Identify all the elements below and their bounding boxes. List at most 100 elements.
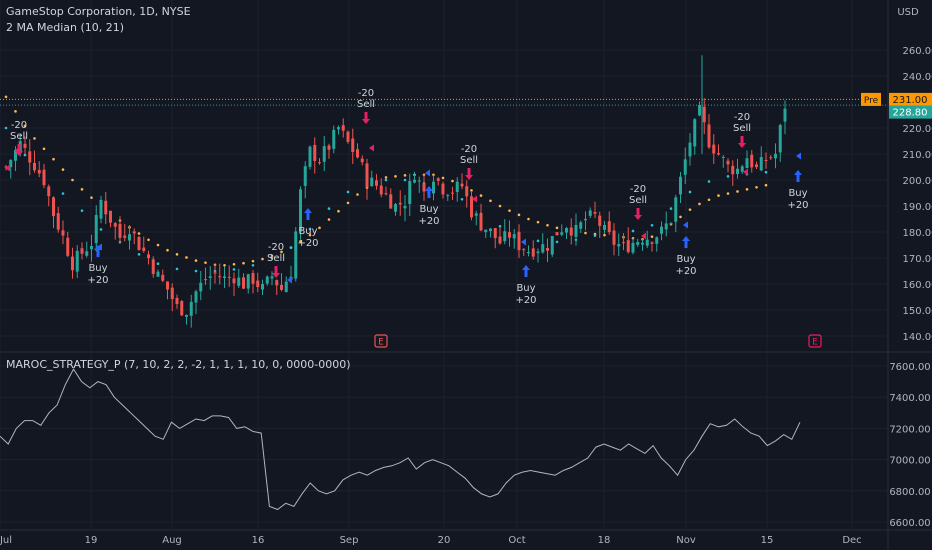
buy-arrow <box>794 170 802 182</box>
ma-dot <box>745 188 749 191</box>
signal-label: +20 <box>515 295 536 306</box>
ma-dot <box>327 218 331 221</box>
candle-body <box>441 183 445 195</box>
ma-dot <box>71 178 74 182</box>
candle-body <box>403 205 407 209</box>
signal-marker <box>5 164 10 172</box>
ma-dot <box>584 231 587 235</box>
x-tick-label: Jul <box>0 535 12 546</box>
signal-label: Sell <box>10 131 28 142</box>
candle-body <box>132 231 136 234</box>
ma-dot <box>14 110 17 113</box>
candle-body <box>702 106 706 123</box>
ma-dot <box>23 124 27 128</box>
axes: 140.00 150.00 160.00 170.00 180.00 190.00 200.… <box>0 7 932 546</box>
ma-dot <box>52 157 55 161</box>
candle-body <box>223 276 226 278</box>
candle-body <box>246 274 250 289</box>
candle-body <box>208 276 212 278</box>
candle-body <box>503 231 507 242</box>
strategy-line <box>0 368 801 511</box>
candle-body <box>104 200 108 215</box>
candle-body <box>398 202 402 205</box>
ma-dot <box>242 261 245 265</box>
ma-dot <box>194 269 198 273</box>
candle-body <box>37 169 41 174</box>
ma-dot <box>698 202 701 206</box>
candle-body <box>512 234 516 239</box>
buy-arrow <box>304 208 312 220</box>
candle-body <box>42 169 46 186</box>
ma-dot <box>147 238 150 242</box>
x-tick-label: 16 <box>252 535 265 546</box>
candle-body <box>85 251 89 256</box>
sell-arrow <box>634 208 642 220</box>
earnings-label: E <box>812 338 818 348</box>
x-tick-label: 15 <box>761 535 774 546</box>
candle-body <box>546 248 549 251</box>
candle-body <box>660 226 663 234</box>
signal-marker <box>641 232 646 240</box>
candle-body <box>531 248 535 257</box>
candle-body <box>588 210 592 216</box>
x-tick-label: Dec <box>842 535 861 546</box>
ma-dot <box>536 239 540 243</box>
x-tick-label: Aug <box>162 535 182 546</box>
ma-dot <box>194 259 198 262</box>
ma-dot <box>669 207 673 210</box>
candle-body <box>265 276 269 284</box>
candle-body <box>603 224 606 230</box>
candle-body <box>180 301 184 316</box>
ma-dot <box>517 213 521 217</box>
signal-label: Sell <box>629 195 647 206</box>
ma-dot <box>498 204 502 208</box>
symbol-title[interactable]: GameStop Corporation, 1D, NYSE <box>6 5 191 18</box>
candle-body <box>28 151 32 163</box>
ma-dot <box>61 168 65 171</box>
candle-body <box>569 227 573 236</box>
candle-body <box>227 276 231 278</box>
ma-dot <box>441 176 445 180</box>
ma-dot <box>726 192 730 195</box>
candle-body <box>474 213 478 216</box>
candle-body <box>161 274 165 281</box>
candle-body <box>360 158 364 163</box>
candle-body <box>736 168 739 175</box>
candle-body <box>622 242 625 244</box>
y-tick-label: 160.00 <box>903 280 932 291</box>
y-tick-label: 180.00 <box>903 228 932 239</box>
candle-body <box>332 129 336 149</box>
candle-body <box>123 235 127 238</box>
signal-label: Sell <box>733 123 751 134</box>
candle-body <box>170 287 174 300</box>
signal-label: +20 <box>787 200 808 211</box>
candle-body <box>389 194 393 209</box>
candle-body <box>607 221 611 233</box>
candle-body <box>408 181 412 205</box>
x-tick-label: Oct <box>508 535 525 546</box>
ma-dot <box>33 137 36 140</box>
ma-dot <box>270 256 274 260</box>
candle-body <box>698 104 701 116</box>
signal-marker <box>521 238 526 246</box>
ma-dot <box>90 196 93 199</box>
candle-body <box>52 197 55 217</box>
indicator-label[interactable]: 2 MA Median (10, 21) <box>6 21 125 34</box>
ma-dot <box>631 229 635 233</box>
candle-body <box>641 242 644 245</box>
signal-label: -20 <box>734 112 750 123</box>
pre-tag-label: Pre <box>864 96 879 106</box>
candle-body <box>4 166 8 168</box>
y-tick-label: 6800.00 <box>889 487 930 498</box>
candle-body <box>555 232 559 236</box>
y-tick-label: 140.00 <box>903 332 932 343</box>
ma-dot <box>403 178 407 182</box>
ma-dot <box>99 228 103 231</box>
ma-dot <box>80 188 84 191</box>
ma-dot <box>650 235 654 238</box>
signal-marker <box>796 152 801 160</box>
ma-dot <box>536 220 540 224</box>
candle-body <box>261 284 264 290</box>
strategy-label[interactable]: MAROC_STRATEGY_P (7, 10, 2, 2, -2, 1, 1,… <box>6 358 351 371</box>
